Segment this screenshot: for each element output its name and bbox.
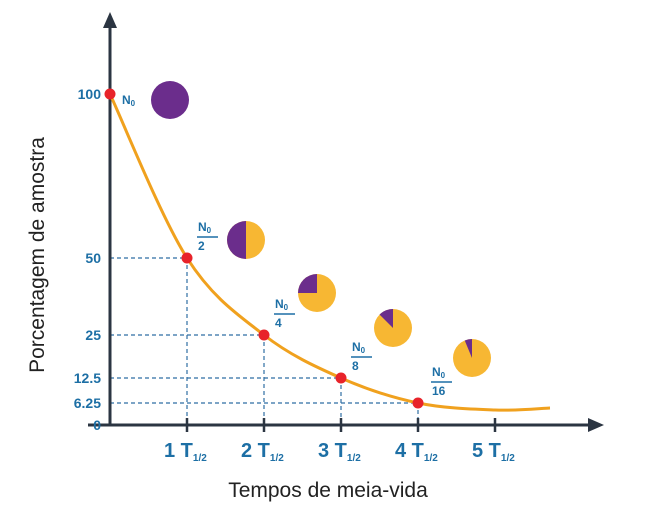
y-tick-labels: 0 6.25 12.5 25 50 100 — [74, 86, 101, 433]
pie-icon — [453, 339, 491, 377]
data-point — [104, 88, 116, 100]
pie-remaining-slice — [151, 81, 189, 119]
pie-remaining-slice — [379, 309, 393, 328]
data-point — [335, 372, 347, 384]
pie-icons — [151, 81, 491, 377]
y-tick-label: 100 — [78, 86, 102, 102]
x-tick-label: 1 T1/2 — [164, 440, 207, 464]
data-point — [181, 252, 193, 264]
x-axis-arrow — [588, 418, 604, 432]
fraction-numerator: N0 — [275, 297, 289, 312]
pie-icon — [298, 274, 336, 312]
pie-remaining-slice — [298, 274, 317, 293]
guide-lines — [110, 257, 419, 425]
data-point — [412, 397, 424, 409]
pie-icon — [151, 81, 189, 119]
fraction-denominator: 8 — [352, 359, 359, 373]
pie-icon — [227, 221, 265, 259]
x-tick-label: 2 T1/2 — [241, 440, 284, 464]
x-tick-label: 5 T1/2 — [472, 440, 515, 464]
fraction-numerator: N0 — [198, 220, 212, 235]
y-axis-title: Porcentagem de amostra — [26, 137, 49, 373]
y-tick-label: 0 — [93, 417, 101, 433]
axes — [88, 12, 604, 432]
y-tick-label: 50 — [85, 250, 101, 266]
fraction-denominator: 16 — [432, 384, 446, 398]
y-tick-label: 25 — [85, 327, 101, 343]
fraction-numerator: N0 — [352, 340, 366, 355]
fraction-denominator: 2 — [198, 239, 205, 253]
pie-icon — [374, 309, 412, 347]
data-points — [104, 88, 424, 409]
y-axis-arrow — [103, 12, 117, 28]
point-label: N0 — [122, 93, 136, 108]
pie-remaining-slice — [464, 339, 472, 358]
pie-remaining-slice — [227, 221, 246, 259]
fraction-numerator: N0 — [432, 365, 446, 380]
x-tick-label: 4 T1/2 — [395, 440, 438, 464]
data-point — [258, 329, 270, 341]
fraction-denominator: 4 — [275, 316, 282, 330]
decay-curve — [108, 93, 551, 412]
y-tick-label: 12.5 — [74, 370, 101, 386]
y-tick-label: 6.25 — [74, 395, 101, 411]
x-tick-label: 3 T1/2 — [318, 440, 361, 464]
x-axis-title: Tempos de meia-vida — [228, 479, 428, 502]
